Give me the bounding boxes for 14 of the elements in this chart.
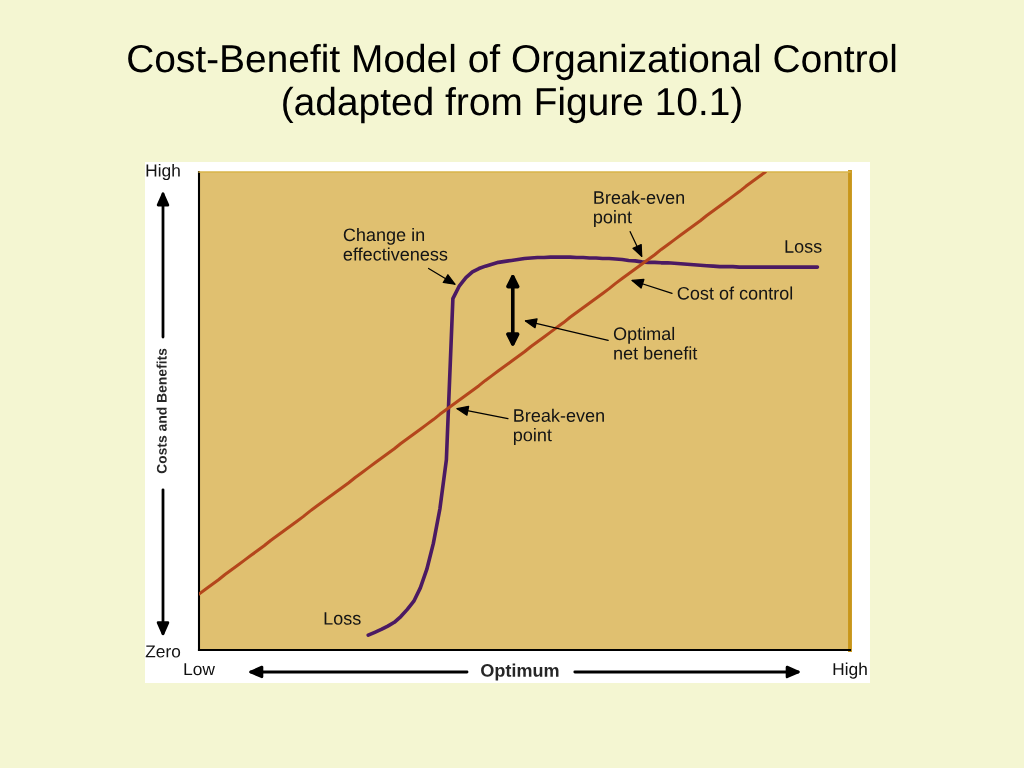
annotation: Change in effectiveness [343, 227, 448, 261]
annotation: Loss [785, 240, 822, 253]
y-axis-title: Costs and Benefits [156, 348, 167, 474]
x-tick-label: Low [184, 663, 215, 676]
annotation: Loss [324, 612, 361, 625]
chart-title: Cost-Benefit Model of Organizational Control [128, 43, 896, 81]
text: High [146, 163, 180, 181]
chart-subtitle: (adapted from Figure 10.1) [283, 86, 741, 124]
text: Zero [145, 645, 181, 658]
annotation: Optimal net benefit [613, 326, 698, 360]
annotation: Break-even point [513, 408, 604, 445]
annotation: Cost of control [677, 286, 793, 300]
annotation: Break-even point [594, 190, 685, 227]
x-axis-title: Optimum [481, 663, 559, 681]
